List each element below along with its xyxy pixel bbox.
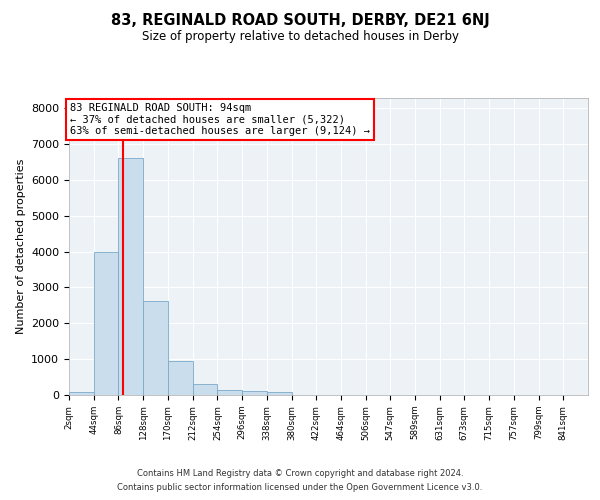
Text: 83 REGINALD ROAD SOUTH: 94sqm
← 37% of detached houses are smaller (5,322)
63% o: 83 REGINALD ROAD SOUTH: 94sqm ← 37% of d… (70, 103, 370, 136)
Text: Size of property relative to detached houses in Derby: Size of property relative to detached ho… (142, 30, 458, 43)
Text: Contains HM Land Registry data © Crown copyright and database right 2024.: Contains HM Land Registry data © Crown c… (137, 468, 463, 477)
Bar (69, 392, 94, 395)
Text: Contains public sector information licensed under the Open Government Licence v3: Contains public sector information licen… (118, 484, 482, 492)
Bar (94, 252, 118, 395)
Bar (193, 384, 217, 395)
Text: 83, REGINALD ROAD SOUTH, DERBY, DE21 6NJ: 83, REGINALD ROAD SOUTH, DERBY, DE21 6NJ (110, 12, 490, 28)
Bar (217, 390, 242, 395)
Bar (168, 360, 193, 395)
Bar (267, 392, 292, 395)
Bar (143, 301, 168, 395)
Y-axis label: Number of detached properties: Number of detached properties (16, 158, 26, 334)
Bar (242, 390, 267, 395)
Bar (118, 158, 143, 395)
